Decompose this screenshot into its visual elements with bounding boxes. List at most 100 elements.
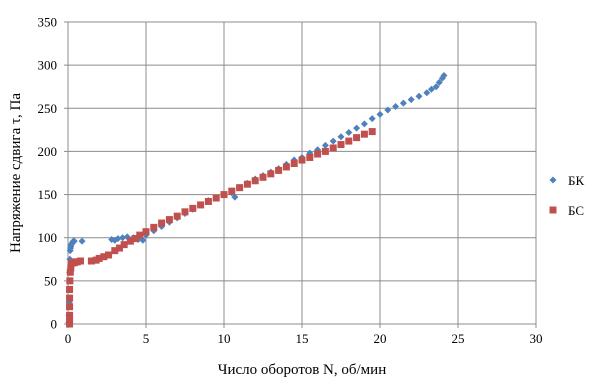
data-point: [95, 254, 103, 262]
data-point: [66, 285, 74, 293]
data-point: [306, 153, 314, 161]
data-point: [136, 231, 144, 239]
data-point: [353, 134, 361, 142]
data-point: [181, 208, 189, 216]
data-point: [158, 219, 166, 227]
data-point: [267, 170, 275, 178]
data-point: [76, 257, 84, 265]
series-bs: [66, 128, 376, 328]
data-point: [165, 216, 173, 224]
data-point: [251, 177, 259, 185]
data-point: [360, 120, 368, 128]
data-point: [66, 320, 74, 328]
data-point: [197, 201, 205, 209]
data-point: [131, 235, 139, 243]
data-point: [66, 311, 74, 319]
data-point: [329, 144, 337, 152]
data-point: [423, 89, 431, 97]
data-point: [70, 237, 78, 245]
data-point: [360, 130, 368, 138]
y-axis-title: Напряжение сдвига τ, Па: [8, 93, 24, 253]
data-point: [321, 147, 329, 155]
data-point: [126, 237, 134, 245]
x-tick-label: 30: [530, 331, 543, 346]
data-point: [259, 173, 267, 181]
data-point: [376, 110, 384, 118]
y-tick-label: 300: [38, 58, 58, 73]
data-point: [220, 191, 228, 199]
legend: БК БС: [549, 173, 584, 218]
data-point: [66, 294, 74, 302]
data-point: [66, 316, 74, 324]
legend-marker-bs: [549, 206, 557, 214]
data-point: [329, 137, 337, 145]
data-point: [228, 187, 236, 195]
data-point: [114, 235, 122, 243]
y-tick-label: 100: [38, 230, 58, 245]
data-series: [65, 71, 448, 328]
data-point: [407, 96, 415, 104]
data-point: [298, 156, 306, 164]
y-tick-label: 50: [44, 273, 57, 288]
x-tick-label: 15: [296, 331, 309, 346]
data-point: [189, 204, 197, 212]
legend-item-bs: БС: [549, 203, 584, 218]
data-point: [384, 106, 392, 114]
x-tick-label: 0: [65, 331, 72, 346]
x-tick-label: 25: [452, 331, 465, 346]
data-point: [415, 92, 423, 100]
data-point: [432, 83, 440, 91]
data-point: [435, 78, 443, 86]
data-point: [204, 197, 212, 205]
x-tick-label: 20: [374, 331, 387, 346]
data-point: [67, 264, 75, 272]
data-point: [392, 103, 400, 111]
y-tick-label: 200: [38, 144, 58, 159]
data-point: [173, 212, 181, 220]
y-tick-label: 350: [38, 15, 58, 30]
gridlines: [67, 21, 537, 325]
data-point: [105, 251, 113, 259]
x-tick-label: 10: [218, 331, 231, 346]
data-point: [78, 237, 86, 245]
legend-item-bk: БК: [549, 173, 584, 188]
data-point: [314, 150, 322, 158]
data-point: [150, 223, 158, 231]
data-point: [119, 234, 127, 242]
data-point: [368, 128, 376, 136]
data-point: [345, 137, 353, 145]
data-point: [100, 253, 108, 261]
data-point: [427, 85, 435, 93]
data-point: [87, 257, 95, 265]
data-point: [290, 160, 298, 168]
data-point: [337, 141, 345, 149]
legend-marker-bk: [549, 176, 557, 184]
data-point: [440, 71, 448, 79]
y-tick-label: 0: [51, 317, 58, 332]
data-point: [353, 124, 361, 132]
data-point: [66, 303, 74, 311]
data-point: [345, 128, 353, 136]
data-point: [212, 194, 220, 202]
data-point: [243, 180, 251, 188]
data-point: [321, 141, 329, 149]
y-tick-label: 250: [38, 101, 58, 116]
series-bk: [65, 71, 448, 326]
data-point: [66, 268, 74, 276]
data-point: [142, 228, 150, 236]
data-point: [115, 244, 123, 252]
data-point: [111, 247, 119, 255]
data-point: [282, 163, 290, 171]
x-tick-label: 5: [143, 331, 150, 346]
data-point: [275, 166, 283, 174]
data-point: [66, 277, 74, 285]
y-tick-label: 150: [38, 187, 58, 202]
data-point: [231, 193, 239, 201]
data-point: [337, 133, 345, 141]
axes: [64, 21, 537, 328]
x-axis-title: Число оборотов N, об/мин: [218, 362, 386, 378]
legend-label-bs: БС: [568, 203, 584, 218]
data-point: [236, 184, 244, 192]
